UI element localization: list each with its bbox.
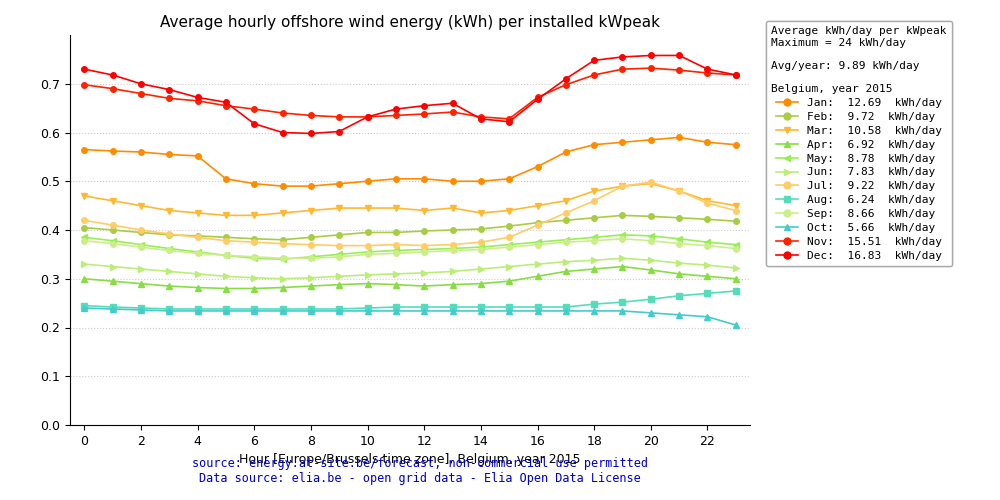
X-axis label: Hour [Europe/Brussels time zone], Belgium, year 2015: Hour [Europe/Brussels time zone], Belgiu… [239,454,581,466]
Text: source: energy.at-site.be/forecast, non-commercial use permitted
Data source: el: source: energy.at-site.be/forecast, non-… [192,457,648,485]
Legend: Jan:  12.69  kWh/day, Feb:  9.72  kWh/day, Mar:  10.58  kWh/day, Apr:  6.92  kWh: Jan: 12.69 kWh/day, Feb: 9.72 kWh/day, M… [766,20,952,266]
Title: Average hourly offshore wind energy (kWh) per installed kWpeak: Average hourly offshore wind energy (kWh… [160,14,660,30]
